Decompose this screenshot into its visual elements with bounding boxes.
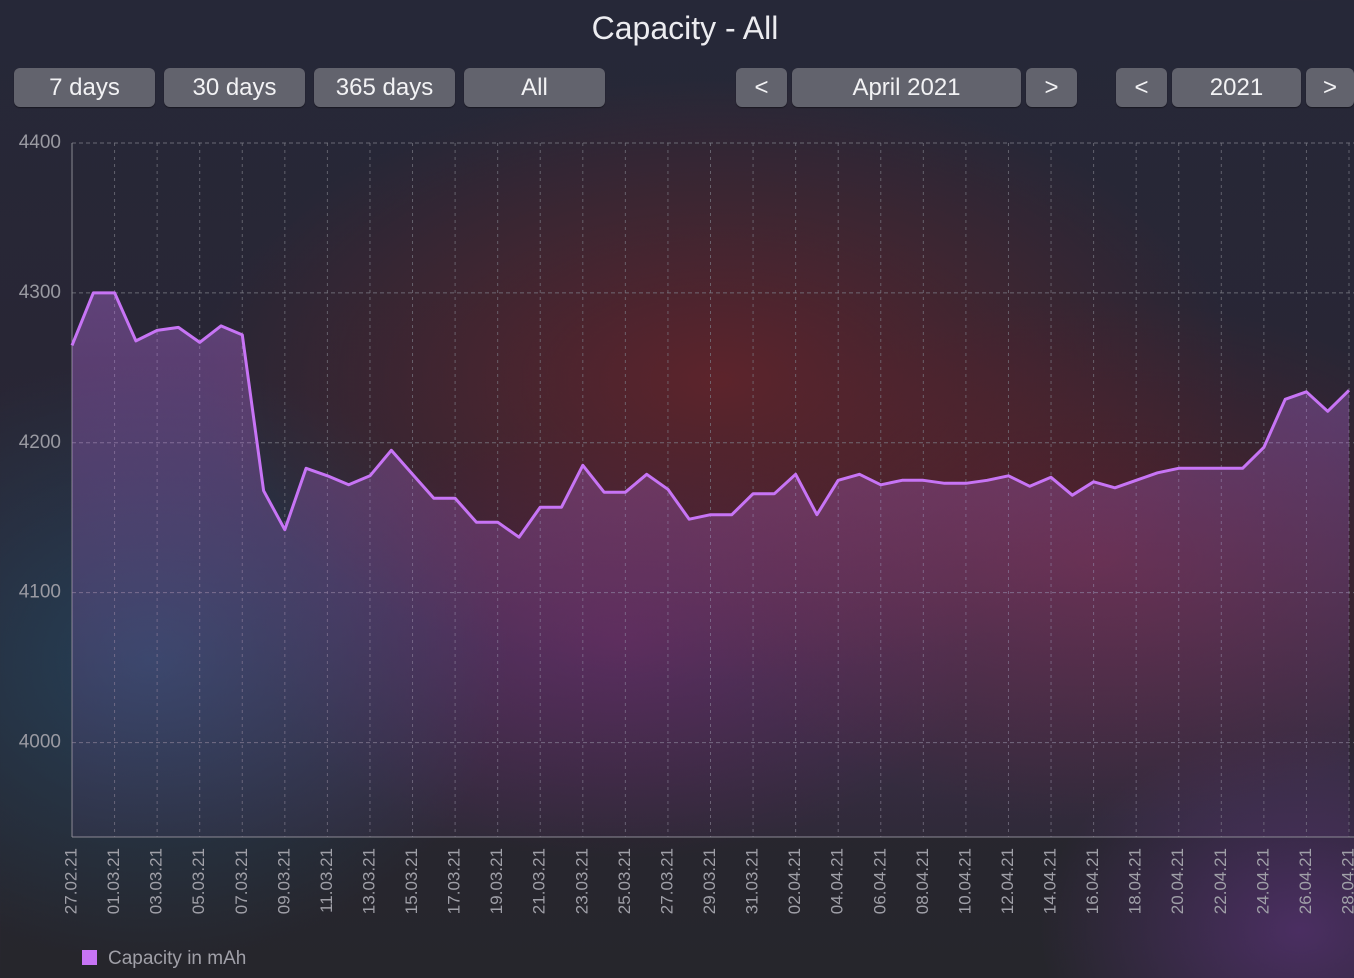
x-tick-label: 14.04.21 bbox=[1041, 848, 1060, 914]
x-tick-label: 21.03.21 bbox=[530, 848, 549, 914]
y-tick-label: 4300 bbox=[19, 282, 61, 303]
x-tick-label: 02.04.21 bbox=[785, 848, 804, 914]
x-tick-label: 04.04.21 bbox=[828, 848, 847, 914]
x-tick-label: 24.04.21 bbox=[1253, 848, 1272, 914]
range-button[interactable]: 30 days bbox=[164, 68, 305, 107]
x-tick-label: 27.02.21 bbox=[61, 848, 80, 914]
x-tick-label: 15.03.21 bbox=[402, 848, 421, 914]
x-tick-label: 31.03.21 bbox=[743, 848, 762, 914]
x-tick-label: 10.04.21 bbox=[955, 848, 974, 914]
x-tick-label: 25.03.21 bbox=[615, 848, 634, 914]
x-tick-label: 11.03.21 bbox=[317, 848, 336, 913]
x-tick-label: 05.03.21 bbox=[189, 848, 208, 914]
x-tick-label: 12.04.21 bbox=[998, 848, 1017, 914]
prev-month-button[interactable]: < bbox=[736, 68, 787, 107]
range-button[interactable]: All bbox=[464, 68, 605, 107]
legend-swatch bbox=[82, 950, 97, 965]
x-tick-label: 27.03.21 bbox=[657, 848, 676, 914]
x-tick-label: 28.04.21 bbox=[1338, 848, 1354, 914]
x-tick-label: 17.03.21 bbox=[445, 848, 464, 914]
next-year-button[interactable]: > bbox=[1306, 68, 1354, 107]
x-tick-label: 23.03.21 bbox=[572, 848, 591, 914]
prev-year-button[interactable]: < bbox=[1116, 68, 1167, 107]
next-month-button[interactable]: > bbox=[1026, 68, 1077, 107]
x-tick-label: 16.04.21 bbox=[1083, 848, 1102, 914]
range-button[interactable]: 365 days bbox=[314, 68, 455, 107]
x-tick-label: 19.03.21 bbox=[487, 848, 506, 914]
x-tick-label: 13.03.21 bbox=[359, 848, 378, 914]
month-button[interactable]: April 2021 bbox=[792, 68, 1021, 107]
window-title: Capacity - All bbox=[591, 10, 779, 46]
y-tick-label: 4100 bbox=[19, 582, 61, 603]
x-tick-label: 03.03.21 bbox=[147, 848, 166, 914]
x-tick-label: 18.04.21 bbox=[1126, 848, 1145, 914]
range-button[interactable]: 7 days bbox=[14, 68, 155, 107]
x-tick-label: 26.04.21 bbox=[1296, 848, 1315, 914]
x-tick-label: 09.03.21 bbox=[274, 848, 293, 914]
x-tick-label: 22.04.21 bbox=[1211, 848, 1230, 914]
x-tick-label: 01.03.21 bbox=[104, 848, 123, 914]
area bbox=[72, 292, 1349, 837]
x-tick-label: 06.04.21 bbox=[870, 848, 889, 914]
x-tick-label: 07.03.21 bbox=[232, 848, 251, 914]
line bbox=[70, 291, 1351, 539]
y-tick-label: 4200 bbox=[19, 432, 61, 453]
x-tick-label: 29.03.21 bbox=[700, 848, 719, 914]
y-tick-label: 4400 bbox=[19, 132, 61, 153]
y-tick-label: 4000 bbox=[19, 732, 61, 753]
x-tick-label: 20.04.21 bbox=[1168, 848, 1187, 914]
year-button[interactable]: 2021 bbox=[1172, 68, 1301, 107]
legend-label: Capacity in mAh bbox=[108, 948, 246, 969]
x-tick-label: 08.04.21 bbox=[913, 848, 932, 914]
